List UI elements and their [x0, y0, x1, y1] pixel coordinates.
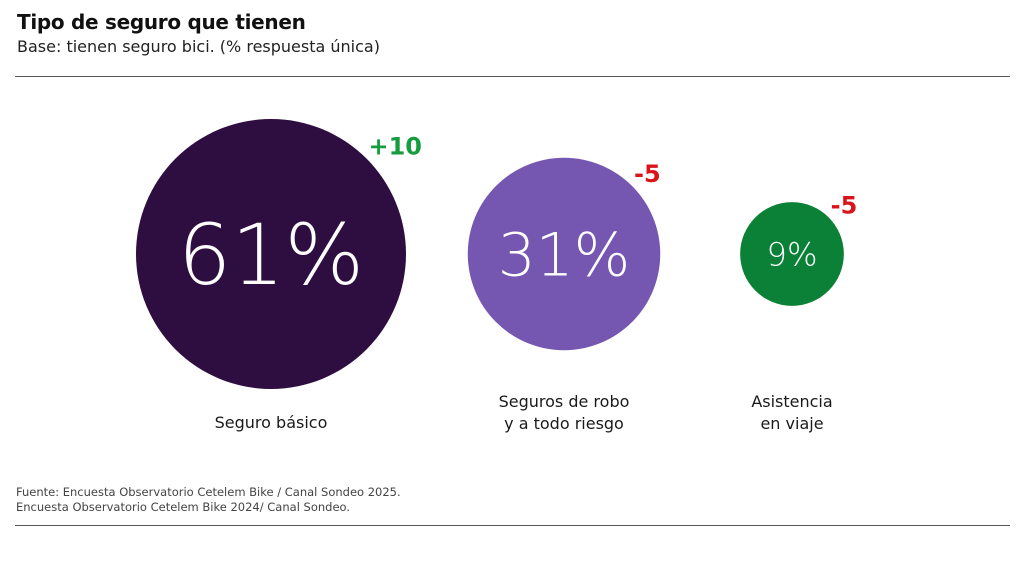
category-label-asistencia-viaje: Asistencia en viaje: [751, 392, 833, 433]
change-label-asistencia-viaje: -5: [831, 191, 858, 219]
bubble-asistencia-viaje: [740, 202, 844, 306]
source-note: Fuente: Encuesta Observatorio Cetelem Bi…: [16, 485, 401, 515]
bubble-seguro-basico: [136, 119, 406, 389]
category-label-robo-todo-riesgo: Seguros de robo y a todo riesgo: [498, 392, 630, 433]
chart-title: Tipo de seguro que tienen: [17, 10, 306, 34]
change-label-robo-todo-riesgo: -5: [634, 160, 661, 188]
top-divider: [15, 76, 1010, 77]
value-label-robo-todo-riesgo: 31%: [498, 221, 631, 290]
category-label-seguro-basico: Seguro básico: [214, 413, 328, 432]
value-label-seguro-basico: 61%: [178, 206, 364, 304]
value-label-asistencia-viaje: 9%: [767, 236, 818, 274]
bottom-divider: [15, 525, 1010, 526]
change-label-seguro-basico: +10: [368, 133, 422, 161]
source-line-2: Encuesta Observatorio Cetelem Bike 2024/…: [16, 500, 351, 514]
bubble-robo-todo-riesgo: [467, 157, 661, 351]
source-line-1: Fuente: Encuesta Observatorio Cetelem Bi…: [16, 485, 401, 499]
bubble-chart: 61% +10 31% -5 9% -5: [136, 119, 858, 389]
chart-subtitle: Base: tienen seguro bici. (% respuesta ú…: [17, 37, 380, 56]
